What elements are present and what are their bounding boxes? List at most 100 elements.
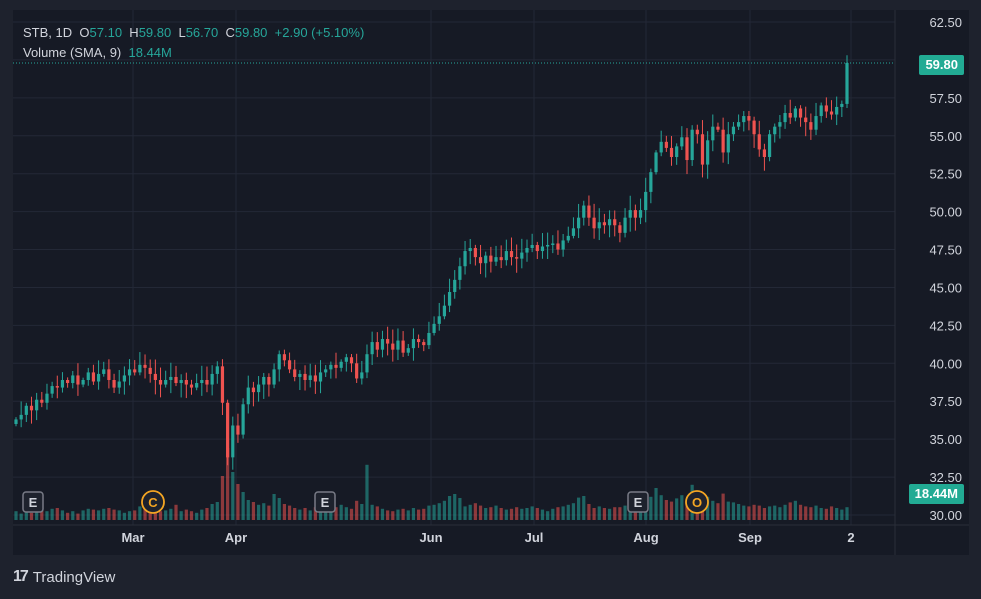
- volume-bar: [210, 504, 214, 520]
- candle-body: [711, 126, 715, 141]
- candle-body: [226, 402, 230, 458]
- candle-body: [179, 379, 183, 384]
- volume-bar: [215, 502, 219, 520]
- candle-body: [607, 219, 612, 226]
- candle-body: [530, 244, 534, 249]
- volume-bar: [127, 511, 132, 520]
- candle-body: [494, 257, 498, 262]
- volume-bar: [355, 500, 359, 520]
- volume-bar: [747, 506, 751, 520]
- candle-body: [577, 217, 581, 229]
- volume-bar: [184, 509, 188, 520]
- volume-bar: [618, 507, 622, 520]
- volume-bar: [401, 508, 405, 520]
- candle-body: [184, 379, 188, 385]
- volume-indicator-label[interactable]: Volume (SMA, 9): [23, 45, 122, 60]
- candle-body: [427, 332, 431, 346]
- volume-bar: [742, 505, 746, 520]
- volume-bar: [19, 513, 23, 520]
- candle-body: [117, 381, 121, 388]
- candle-body: [411, 339, 416, 349]
- volume-bar: [76, 513, 80, 520]
- candle-body: [437, 316, 441, 324]
- volume-bar: [272, 494, 276, 520]
- interval-label[interactable]: 1D: [55, 25, 73, 40]
- candle-body: [669, 147, 674, 158]
- candle-body: [200, 379, 204, 384]
- volume-bar: [463, 506, 467, 520]
- volume-bar: [468, 504, 472, 520]
- candle-body: [773, 126, 777, 135]
- volume-bar: [71, 511, 75, 520]
- candle-body: [339, 361, 343, 368]
- volume-bar: [607, 508, 612, 520]
- candle-body: [835, 106, 839, 115]
- x-tick-label: Sep: [738, 530, 762, 545]
- volume-bar: [571, 503, 576, 520]
- candle-body: [91, 372, 96, 382]
- volume-bar: [195, 512, 199, 520]
- chart-panel[interactable]: 62.5060.0057.5055.0052.5050.0047.5045.00…: [13, 10, 969, 555]
- candle-body: [45, 393, 49, 403]
- candle-body: [783, 113, 787, 123]
- volume-bar: [597, 506, 601, 520]
- candle-body: [515, 257, 519, 259]
- candle-body: [685, 137, 689, 161]
- volume-indicator-value: 18.44M: [128, 45, 172, 60]
- volume-bar: [246, 500, 250, 520]
- candle-body: [195, 383, 199, 388]
- volume-bar: [566, 504, 570, 520]
- volume-bar: [14, 511, 18, 520]
- volume-bar: [174, 504, 178, 520]
- candle-body: [396, 340, 400, 350]
- volume-bar: [40, 507, 44, 520]
- volume-bar: [798, 504, 803, 520]
- volume-bar: [520, 508, 524, 520]
- candle-body: [633, 210, 637, 218]
- y-tick-label: 50.00: [929, 205, 962, 220]
- candle-body: [122, 375, 126, 382]
- candle-body: [814, 116, 818, 130]
- y-tick-label: 30.00: [929, 508, 962, 523]
- y-tick-label: 37.50: [929, 394, 962, 409]
- volume-bar: [391, 511, 395, 520]
- candle-body: [344, 357, 348, 362]
- candle-body: [453, 279, 457, 293]
- volume-bar: [81, 510, 85, 520]
- candle-body: [566, 235, 570, 241]
- candle-body: [220, 366, 225, 403]
- candle-body: [138, 364, 142, 373]
- candlestick-chart[interactable]: 62.5060.0057.5055.0052.5050.0047.5045.00…: [13, 10, 969, 555]
- x-tick-label: Jul: [525, 530, 544, 545]
- volume-bar: [422, 508, 426, 520]
- volume-bar: [380, 508, 385, 520]
- volume-bar: [251, 502, 256, 520]
- candle-body: [189, 384, 194, 388]
- candle-body: [819, 105, 823, 117]
- candle-body: [50, 386, 54, 394]
- open-label: O: [79, 25, 90, 40]
- tradingview-brand[interactable]: 17 TradingView: [13, 568, 115, 586]
- volume-bar: [375, 506, 379, 520]
- y-tick-label: 57.50: [929, 91, 962, 106]
- volume-bar: [169, 508, 173, 520]
- volume-bar: [783, 504, 787, 520]
- candle-body: [509, 251, 514, 258]
- candle-body: [845, 62, 849, 104]
- volume-bar: [546, 511, 550, 520]
- candle-body: [313, 375, 317, 382]
- volume-bar: [334, 507, 338, 520]
- symbol-label[interactable]: STB: [23, 25, 49, 40]
- volume-bar: [793, 500, 797, 520]
- volume-bar: [762, 508, 767, 520]
- volume-bar: [602, 508, 607, 520]
- volume-bar: [45, 511, 49, 520]
- candle-body: [355, 363, 359, 379]
- candle-body: [824, 105, 828, 112]
- volume-bar: [236, 484, 240, 520]
- x-tick-label: Mar: [121, 530, 144, 545]
- candle-body: [370, 342, 374, 355]
- earnings-event-icon: [22, 491, 44, 513]
- candle-body: [210, 373, 214, 385]
- volume-bar: [778, 507, 782, 520]
